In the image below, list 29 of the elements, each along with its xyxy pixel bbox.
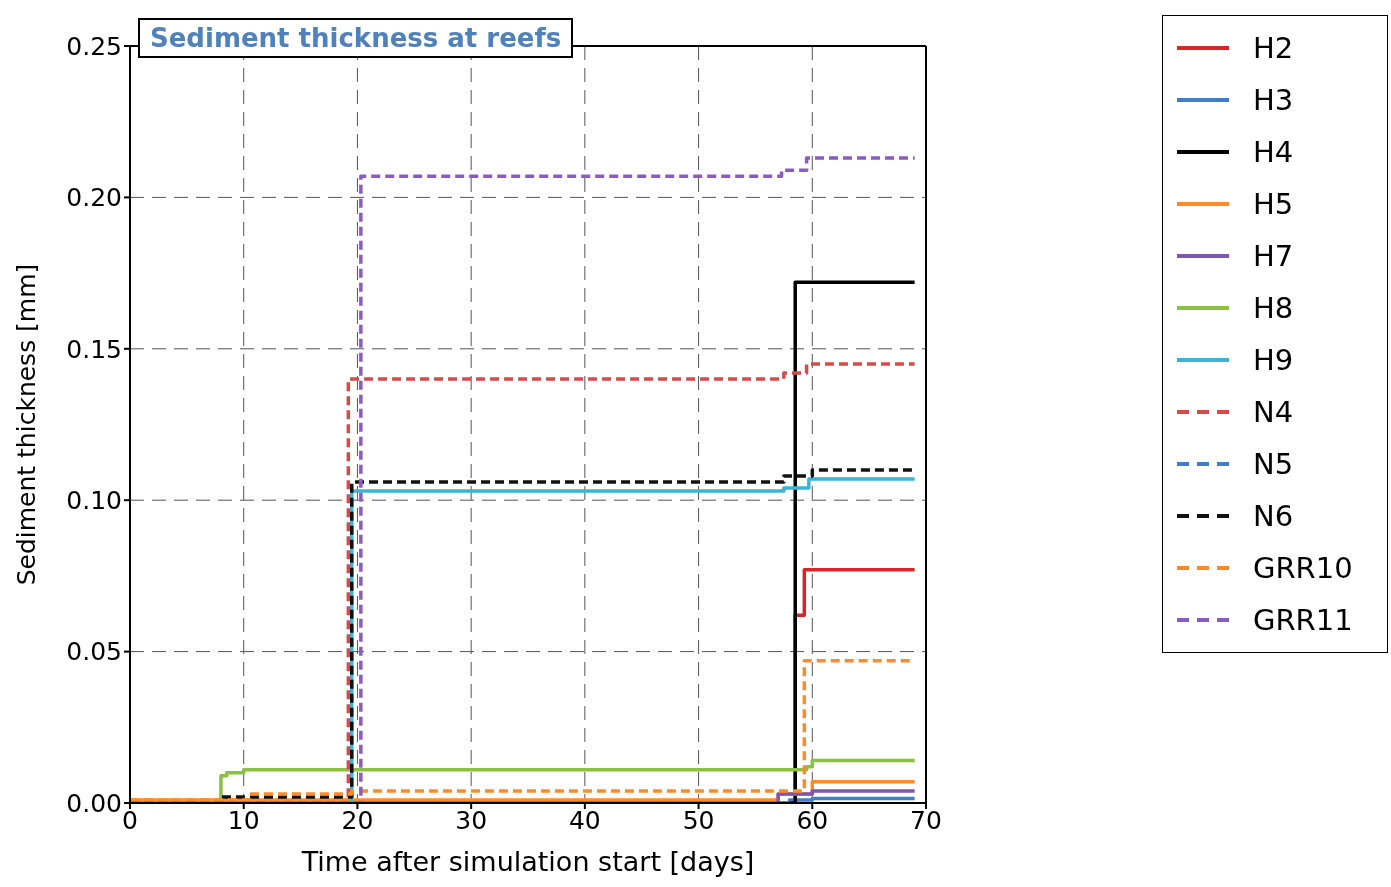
x-tick-label: 0: [122, 805, 138, 835]
x-tick-label: 70: [910, 805, 942, 835]
y-tick-label: 0.25: [66, 31, 122, 61]
legend-label: H7: [1253, 239, 1294, 273]
x-tick-label: 60: [796, 805, 829, 835]
legend-label: H9: [1253, 343, 1294, 377]
y-tick-label: 0.10: [66, 486, 122, 516]
legend-label: N5: [1253, 447, 1294, 481]
y-tick-label: 0.05: [66, 637, 122, 667]
legend-label: N4: [1253, 395, 1294, 429]
x-tick-label: 20: [341, 805, 374, 835]
legend-label: H4: [1253, 135, 1294, 169]
legend-label: H2: [1253, 31, 1294, 65]
y-tick-label: 0.00: [66, 788, 122, 818]
legend-label: GRR10: [1253, 551, 1353, 585]
x-tick-label: 30: [455, 805, 488, 835]
x-tick-label: 50: [682, 805, 715, 835]
y-tick-label: 0.15: [66, 334, 122, 364]
legend-label: GRR11: [1253, 603, 1353, 637]
legend-label: N6: [1253, 499, 1294, 533]
x-axis-title: Time after simulation start [days]: [300, 846, 755, 877]
chart-title: Sediment thickness at reefs: [138, 18, 574, 58]
legend-label: H3: [1253, 83, 1294, 117]
x-tick-label: 40: [568, 805, 601, 835]
y-axis-title: Sediment thickness [mm]: [11, 263, 41, 586]
legend-label: H8: [1253, 291, 1294, 325]
x-tick-label: 10: [227, 805, 260, 835]
legend-label: H5: [1253, 187, 1294, 221]
y-tick-label: 0.20: [66, 183, 122, 213]
